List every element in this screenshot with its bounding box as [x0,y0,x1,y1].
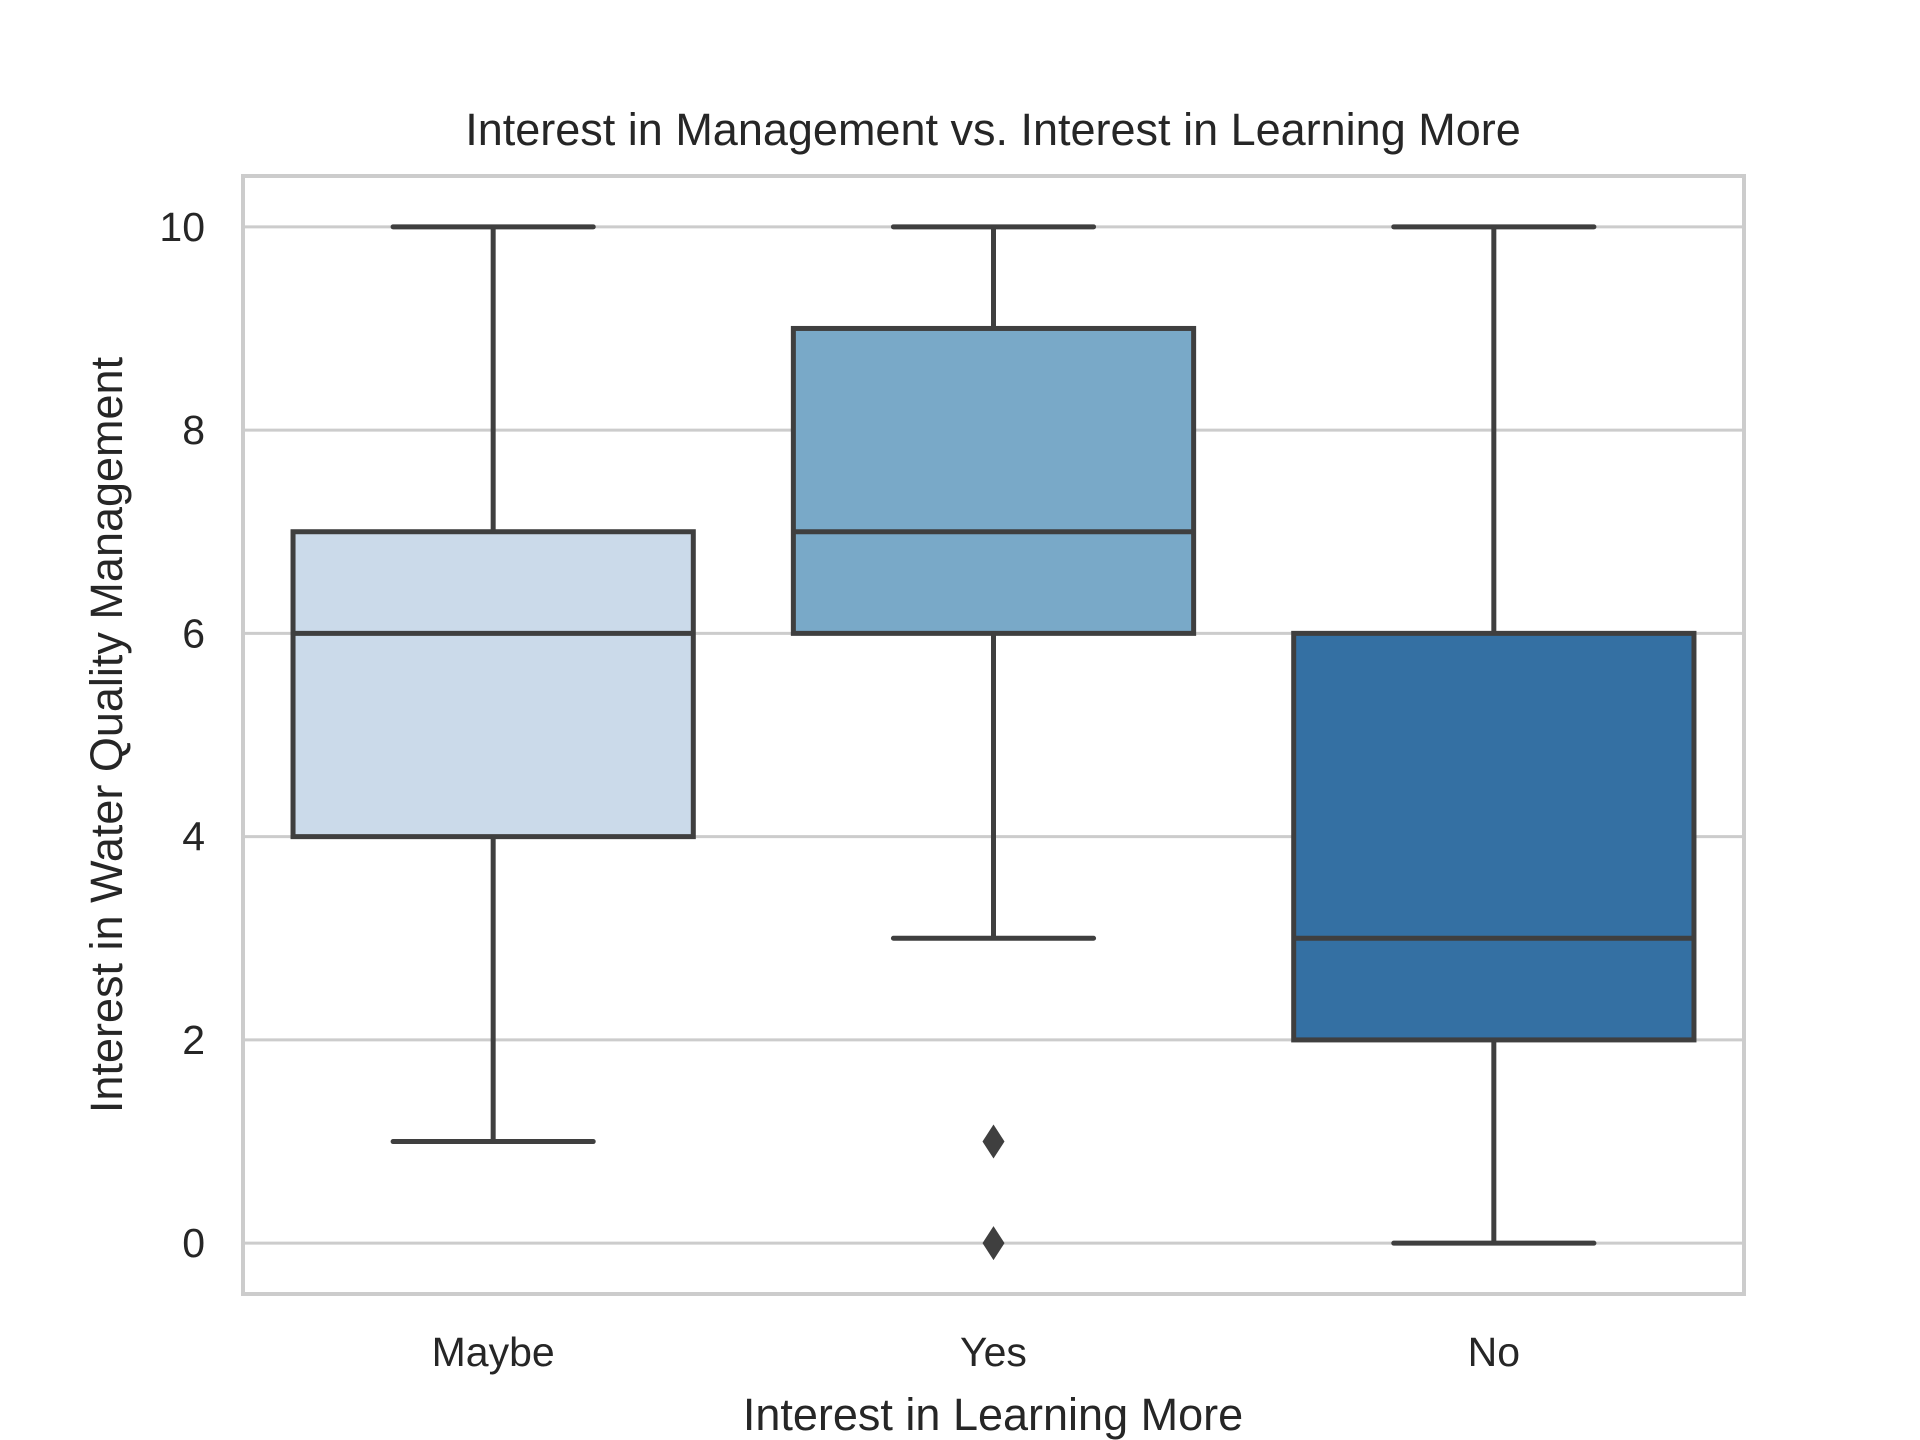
x-axis-label: Interest in Learning More [743,1389,1243,1440]
box-group-maybe [290,224,696,1145]
outlier-marker-yes-1 [982,1226,1005,1261]
box-group-yes [790,224,1197,1261]
y-tick-label-4: 4 [182,814,205,860]
x-tick-label-maybe: Maybe [432,1329,555,1375]
y-tick-label-8: 8 [182,407,205,453]
box-group-no [1291,224,1697,1246]
boxes [290,224,1697,1261]
x-tick-label-no: No [1468,1329,1520,1375]
x-tick-label-yes: Yes [960,1329,1027,1375]
y-tick-label-6: 6 [182,610,205,656]
y-tick-label-2: 2 [182,1017,205,1063]
tick-labels: 0 2 4 6 8 10 Maybe Yes No [159,204,1520,1375]
y-tick-label-10: 10 [159,204,205,250]
y-axis-label: Interest in Water Quality Management [81,356,132,1113]
box-no [1291,630,1697,1043]
box-yes [790,325,1197,636]
outlier-marker-yes-0 [982,1124,1005,1159]
chart-title: Interest in Management vs. Interest in L… [465,104,1521,155]
y-tick-label-0: 0 [182,1220,205,1266]
box-maybe [290,529,696,840]
plot-frame [241,174,1746,1296]
